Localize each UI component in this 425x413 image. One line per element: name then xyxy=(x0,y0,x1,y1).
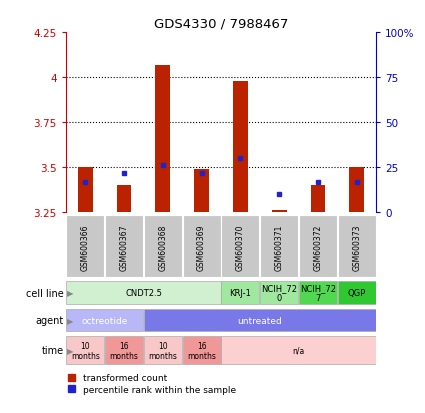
Bar xyxy=(221,282,259,304)
Text: n/a: n/a xyxy=(292,346,305,355)
Text: GSM600368: GSM600368 xyxy=(159,224,167,270)
Bar xyxy=(144,309,376,332)
Text: ▶: ▶ xyxy=(67,289,74,297)
Text: GSM600373: GSM600373 xyxy=(352,224,361,270)
Text: GSM600372: GSM600372 xyxy=(314,224,323,270)
Text: 16
months: 16 months xyxy=(187,341,216,360)
Bar xyxy=(105,337,143,365)
Bar xyxy=(272,211,286,213)
Bar xyxy=(260,282,298,304)
Bar xyxy=(233,81,248,213)
Text: time: time xyxy=(42,346,64,356)
Text: GSM600366: GSM600366 xyxy=(81,224,90,270)
Bar xyxy=(66,282,221,304)
Bar xyxy=(221,337,376,365)
Text: GSM600369: GSM600369 xyxy=(197,224,206,270)
Bar xyxy=(144,216,182,278)
Text: agent: agent xyxy=(36,315,64,325)
Bar xyxy=(183,337,221,365)
Legend: transformed count, percentile rank within the sample: transformed count, percentile rank withi… xyxy=(68,373,236,394)
Bar xyxy=(349,168,364,213)
Text: untreated: untreated xyxy=(238,316,282,325)
Text: CNDT2.5: CNDT2.5 xyxy=(125,289,162,297)
Bar xyxy=(105,216,143,278)
Bar xyxy=(311,186,325,213)
Text: ▶: ▶ xyxy=(67,346,74,355)
Bar xyxy=(156,65,170,213)
Text: cell line: cell line xyxy=(26,288,64,298)
Text: QGP: QGP xyxy=(348,289,366,297)
Text: GSM600367: GSM600367 xyxy=(119,224,128,270)
Bar xyxy=(194,169,209,213)
Bar xyxy=(338,216,376,278)
Bar xyxy=(66,337,104,365)
Text: NCIH_72
0: NCIH_72 0 xyxy=(261,283,297,303)
Bar xyxy=(221,216,259,278)
Text: GSM600370: GSM600370 xyxy=(236,224,245,270)
Bar xyxy=(66,216,104,278)
Bar xyxy=(299,216,337,278)
Text: octreotide: octreotide xyxy=(82,316,128,325)
Text: 10
months: 10 months xyxy=(71,341,100,360)
Text: ▶: ▶ xyxy=(67,316,74,325)
Bar xyxy=(183,216,221,278)
Bar xyxy=(144,337,182,365)
Bar xyxy=(66,309,143,332)
Bar xyxy=(117,186,131,213)
Text: 16
months: 16 months xyxy=(110,341,139,360)
Bar xyxy=(260,216,298,278)
Text: KRJ-1: KRJ-1 xyxy=(230,289,251,297)
Text: 10
months: 10 months xyxy=(148,341,177,360)
Title: GDS4330 / 7988467: GDS4330 / 7988467 xyxy=(154,17,288,31)
Bar xyxy=(78,168,93,213)
Text: NCIH_72
7: NCIH_72 7 xyxy=(300,283,336,303)
Bar xyxy=(338,282,376,304)
Bar xyxy=(299,282,337,304)
Text: GSM600371: GSM600371 xyxy=(275,224,283,270)
